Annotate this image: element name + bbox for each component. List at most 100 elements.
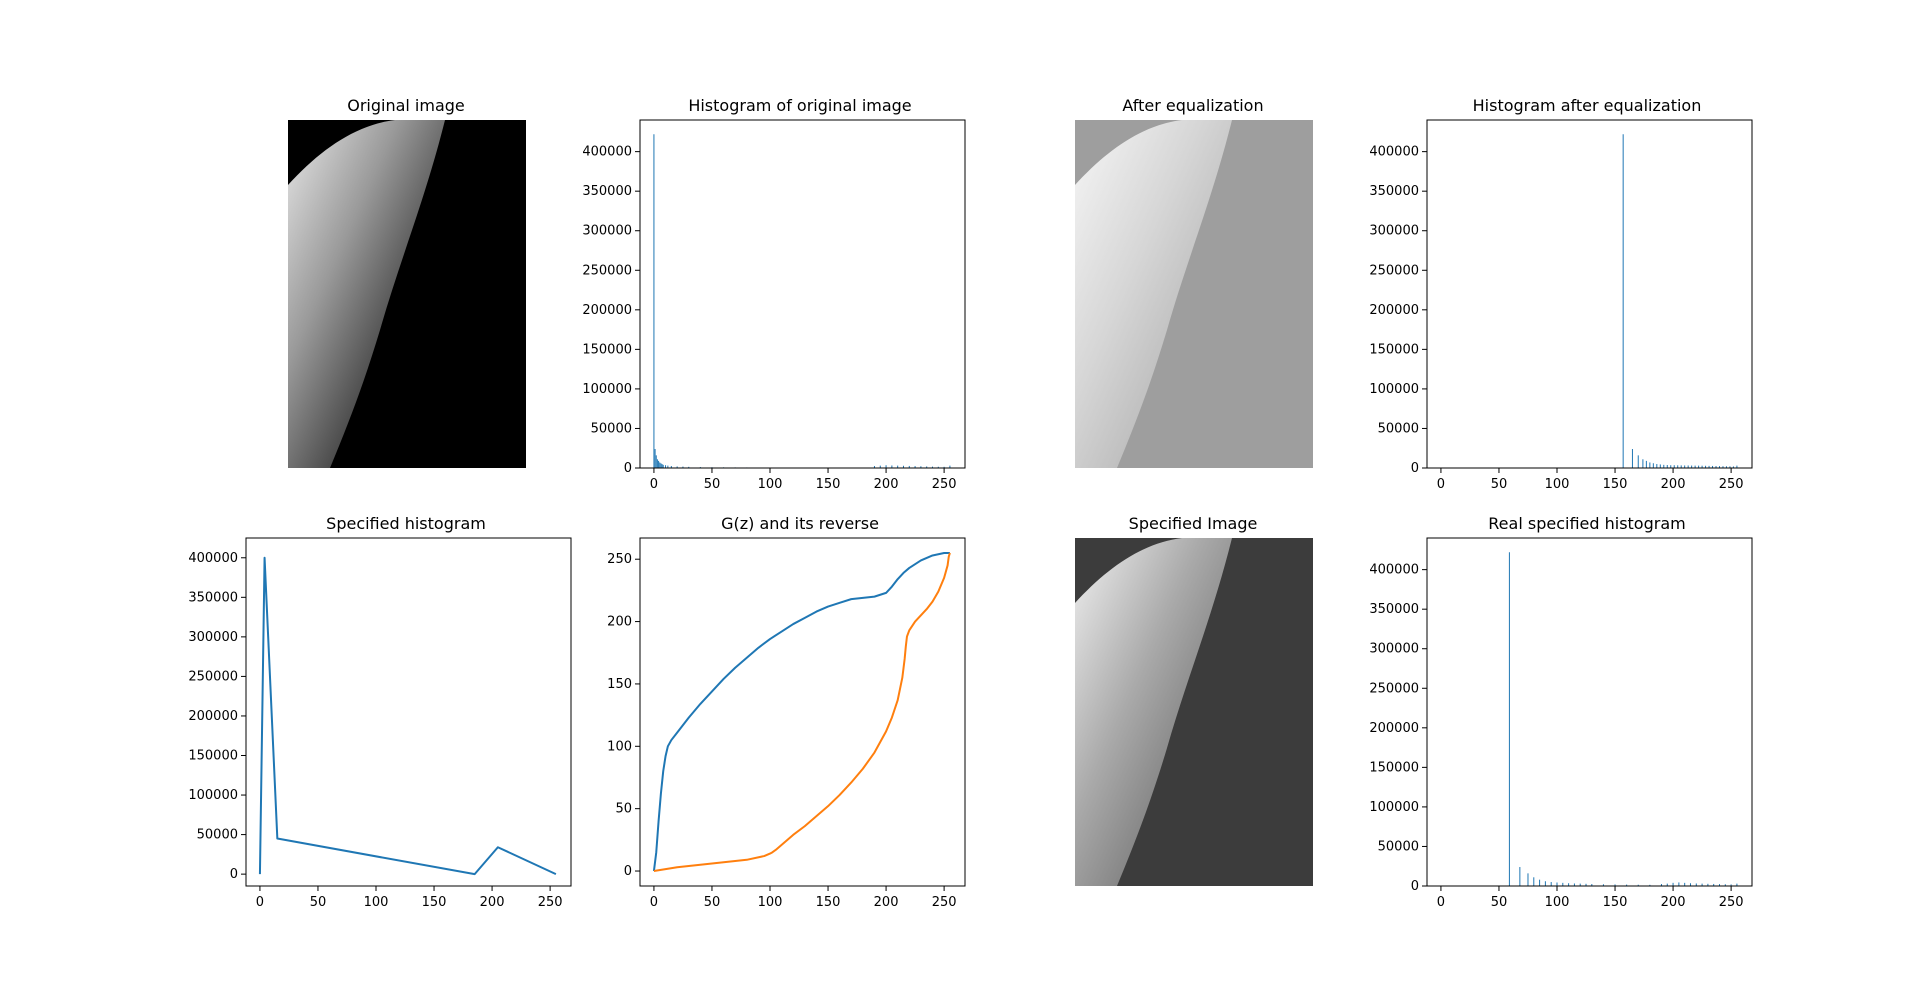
chart-title: Histogram after equalization xyxy=(1473,96,1702,115)
y-tick-label: 150000 xyxy=(1369,342,1419,357)
y-tick-label: 50000 xyxy=(197,828,238,843)
y-tick-label: 350000 xyxy=(1369,184,1419,199)
y-tick-label: 50 xyxy=(615,802,632,817)
y-tick-label: 200000 xyxy=(1369,303,1419,318)
series-line-1 xyxy=(652,551,950,872)
y-tick-label: 300000 xyxy=(188,630,238,645)
x-tick-label: 200 xyxy=(480,895,505,910)
image-panel-original: Original image xyxy=(288,96,526,468)
image-title: Specified Image xyxy=(1129,514,1258,533)
image-panel-equalized: After equalization xyxy=(1075,96,1313,468)
x-tick-label: 100 xyxy=(1545,477,1570,492)
y-tick-label: 250 xyxy=(607,552,632,567)
y-tick-label: 250000 xyxy=(582,263,632,278)
x-tick-label: 50 xyxy=(310,895,327,910)
chart-histogram-equalized: Histogram after equalization 0 50 100 150 20… xyxy=(1369,96,1753,492)
y-tick-label: 150000 xyxy=(582,342,632,357)
x-tick-label: 0 xyxy=(256,895,264,910)
x-tick-label: 100 xyxy=(1545,895,1570,910)
axes-frame xyxy=(639,537,966,887)
x-tick-label: 200 xyxy=(1661,895,1686,910)
x-tick-label: 200 xyxy=(874,895,899,910)
moon-surface xyxy=(1075,120,1232,468)
x-tick-label: 100 xyxy=(758,477,783,492)
x-tick-label: 0 xyxy=(1437,895,1445,910)
y-tick-label: 350000 xyxy=(582,184,632,199)
axes-frame xyxy=(1426,537,1753,887)
x-tick-label: 250 xyxy=(932,477,957,492)
x-tick-label: 150 xyxy=(816,477,841,492)
y-tick-label: 400000 xyxy=(1369,145,1419,160)
x-tick-label: 250 xyxy=(538,895,563,910)
y-tick-label: 150000 xyxy=(1369,760,1419,775)
y-tick-label: 250000 xyxy=(1369,681,1419,696)
y-tick-label: 300000 xyxy=(1369,642,1419,657)
chart-histogram-original: Histogram of original image 0 50 100 150 200… xyxy=(582,96,966,492)
axes-frame xyxy=(245,537,572,887)
x-tick-label: 200 xyxy=(874,477,899,492)
chart-title: Specified histogram xyxy=(326,514,486,533)
axes-frame xyxy=(1426,119,1753,469)
y-tick-label: 200000 xyxy=(582,303,632,318)
chart-plot-area: 0 50 100 150 200 250 0 50000 100000 150000 200000 2… xyxy=(1369,119,1753,492)
y-tick-label: 0 xyxy=(624,864,632,879)
y-tick-label: 100000 xyxy=(1369,800,1419,815)
x-tick-label: 150 xyxy=(1603,477,1628,492)
chart-title: G(z) and its reverse xyxy=(721,514,879,533)
x-tick-label: 200 xyxy=(1661,477,1686,492)
x-tick-label: 100 xyxy=(364,895,389,910)
image-panel-specified: Specified Image xyxy=(1075,514,1313,886)
y-tick-label: 0 xyxy=(230,867,238,882)
y-tick-label: 250000 xyxy=(188,669,238,684)
series-line-2 xyxy=(653,552,951,873)
y-tick-label: 350000 xyxy=(188,590,238,605)
y-tick-label: 300000 xyxy=(1369,224,1419,239)
image-title: After equalization xyxy=(1122,96,1263,115)
moon-surface xyxy=(288,120,445,468)
y-tick-label: 200 xyxy=(607,615,632,630)
chart-plot-area: 0 50 100 150 200 250 0 50000 100000 150000 200000 2… xyxy=(188,537,572,910)
x-tick-label: 150 xyxy=(816,895,841,910)
x-tick-label: 50 xyxy=(704,895,721,910)
y-tick-label: 400000 xyxy=(1369,563,1419,578)
y-tick-label: 200000 xyxy=(188,709,238,724)
x-tick-label: 150 xyxy=(422,895,447,910)
y-tick-label: 0 xyxy=(624,461,632,476)
y-tick-label: 150 xyxy=(607,677,632,692)
chart-gz-and-reverse: G(z) and its reverse 0 50 100 150 200 250 0 50 1… xyxy=(607,514,966,910)
y-tick-label: 250000 xyxy=(1369,263,1419,278)
moon-surface xyxy=(1075,538,1232,886)
x-tick-label: 0 xyxy=(1437,477,1445,492)
x-tick-label: 250 xyxy=(1719,477,1744,492)
x-tick-label: 0 xyxy=(650,895,658,910)
y-tick-label: 50000 xyxy=(1378,421,1419,436)
y-tick-label: 100000 xyxy=(188,788,238,803)
y-tick-label: 0 xyxy=(1411,879,1419,894)
y-tick-label: 100 xyxy=(607,739,632,754)
y-tick-label: 50000 xyxy=(1378,839,1419,854)
y-tick-label: 350000 xyxy=(1369,602,1419,617)
y-tick-label: 400000 xyxy=(582,145,632,160)
y-tick-label: 200000 xyxy=(1369,721,1419,736)
axes-frame xyxy=(639,119,966,469)
y-tick-label: 400000 xyxy=(188,551,238,566)
chart-title: Histogram of original image xyxy=(688,96,911,115)
x-tick-label: 0 xyxy=(650,477,658,492)
x-tick-label: 50 xyxy=(1491,895,1508,910)
chart-specified-histogram: Specified histogram 0 50 100 150 200 250 0 5000… xyxy=(188,514,572,910)
x-tick-label: 250 xyxy=(1719,895,1744,910)
y-tick-label: 0 xyxy=(1411,461,1419,476)
y-tick-label: 300000 xyxy=(582,224,632,239)
x-tick-label: 50 xyxy=(1491,477,1508,492)
y-tick-label: 150000 xyxy=(188,749,238,764)
chart-title: Real specified histogram xyxy=(1488,514,1685,533)
chart-plot-area: 0 50 100 150 200 250 0 50000 100000 150000 200000 2… xyxy=(582,119,966,492)
x-tick-label: 100 xyxy=(758,895,783,910)
x-tick-label: 250 xyxy=(932,895,957,910)
x-tick-label: 50 xyxy=(704,477,721,492)
y-tick-label: 50000 xyxy=(591,421,632,436)
chart-plot-area: 0 50 100 150 200 250 0 50 100 150 200 250 xyxy=(607,537,966,910)
image-title: Original image xyxy=(347,96,465,115)
x-tick-label: 150 xyxy=(1603,895,1628,910)
